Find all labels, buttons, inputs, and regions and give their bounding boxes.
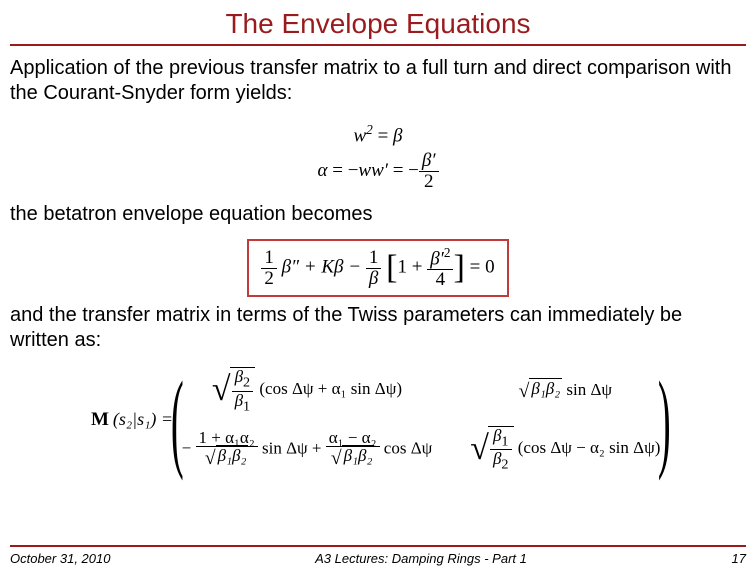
slide-title: The Envelope Equations — [10, 8, 746, 44]
para-transfer-matrix: and the transfer matrix in terms of the … — [10, 303, 746, 353]
bpp: β″ + Kβ − — [282, 257, 366, 278]
eq1-sup: 2 — [366, 122, 373, 137]
matrix-m11: √β2β1 (cos Δψ + α₁ sin Δψ) — [182, 367, 433, 414]
eq2-mid: ww′ — [358, 160, 388, 181]
one-num: 1 — [366, 248, 382, 269]
boxed-equation: 12 β″ + Kβ − 1β [1 + β′24] = 0 — [247, 239, 508, 297]
one-den: β — [366, 269, 382, 289]
matrix-args: (s₂|s₁) = — [113, 409, 173, 430]
eq2-num: β′ — [419, 151, 439, 172]
half-num: 1 — [261, 248, 277, 269]
matrix-grid: √β2β1 (cos Δψ + α₁ sin Δψ) β₁β₂ sin Δψ −… — [182, 367, 661, 472]
matrix-m21: − 1 + α₁α₂β₁β₂ sin Δψ + α₁ − α₂β₁β₂ cos … — [182, 429, 433, 470]
footer: October 31, 2010 A3 Lectures: Damping Ri… — [10, 545, 746, 566]
slide: The Envelope Equations Application of th… — [0, 0, 756, 576]
eq1-rhs: β — [393, 125, 402, 146]
para-betatron: the betatron envelope equation becomes — [10, 202, 746, 227]
eq1-lhs: w — [353, 125, 366, 146]
bp2-den: 4 — [427, 270, 453, 290]
paren-left: ( — [171, 376, 184, 464]
title-underline — [10, 44, 746, 46]
footer-center: A3 Lectures: Damping Rings - Part 1 — [315, 551, 527, 566]
bp2-sup: 2 — [444, 245, 451, 260]
intro-paragraph: Application of the previous transfer mat… — [10, 56, 746, 106]
footer-line — [10, 545, 746, 547]
boxed-tail: = 0 — [470, 257, 495, 278]
eq2-eq: = − — [327, 160, 358, 181]
matrix-m12: β₁β₂ sin Δψ — [470, 379, 660, 403]
envelope-equation: 12 β″ + Kβ − 1β [1 + β′24] = 0 — [247, 239, 508, 297]
matrix-M: M — [91, 409, 109, 431]
eq2-den: 2 — [419, 172, 439, 192]
footer-date: October 31, 2010 — [10, 551, 110, 566]
bp2-num: β′ — [430, 249, 444, 270]
equation-w2-beta: w2 = β α = −ww′ = −β′2 — [318, 118, 439, 196]
footer-page: 17 — [732, 551, 746, 566]
eq1-eq: = — [373, 125, 393, 146]
one: 1 + — [397, 257, 427, 278]
matrix-m22: √β1β2 (cos Δψ − α₂ sin Δψ) — [470, 426, 660, 473]
paren-right: ) — [658, 376, 671, 464]
eq2-lhs: α — [318, 160, 328, 181]
half-den: 2 — [261, 269, 277, 289]
eq2-eq2: = − — [388, 160, 419, 181]
transfer-matrix-equation: M (s₂|s₁) = ( √β2β1 (cos Δψ + α₁ sin Δψ)… — [91, 367, 665, 472]
